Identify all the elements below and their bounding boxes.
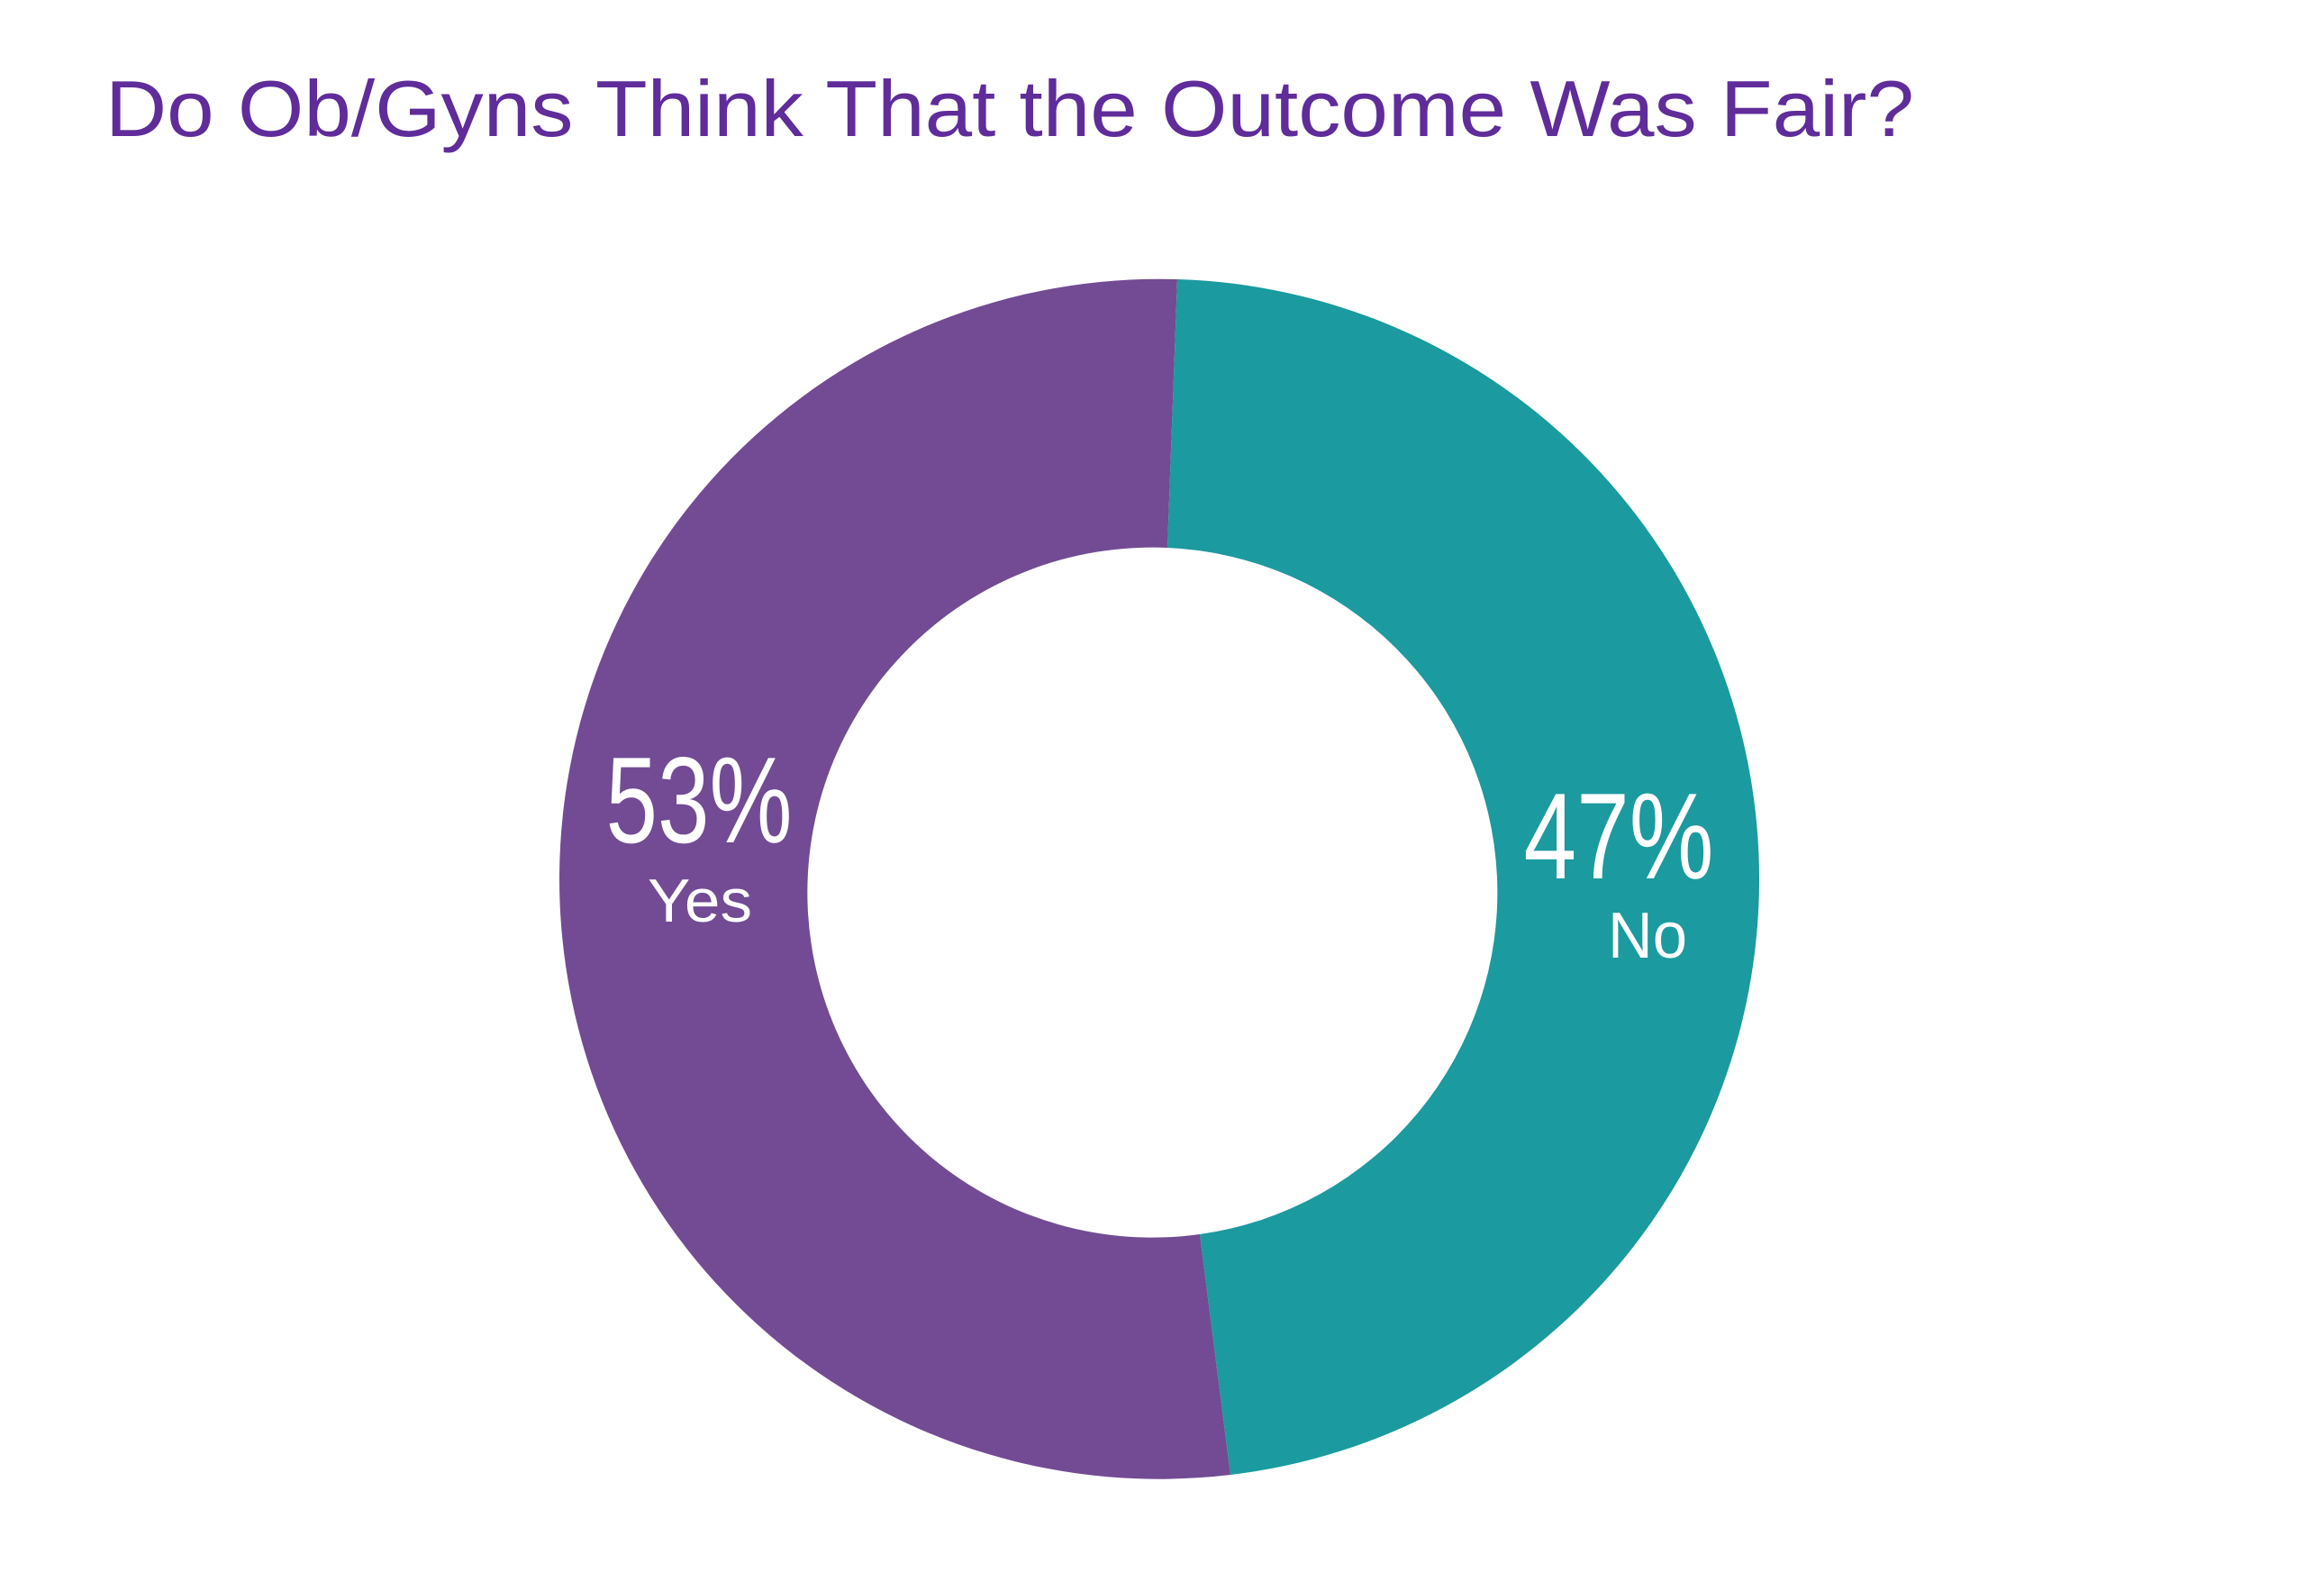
segment-value-yes: 53% bbox=[606, 732, 793, 868]
chart-title: Do Ob/Gyns Think That the Outcome Was Fa… bbox=[105, 64, 1914, 153]
segment-value-no: 47% bbox=[1524, 768, 1714, 905]
segment-label-yes: Yes bbox=[648, 867, 752, 935]
donut-segment-yes bbox=[559, 278, 1230, 1479]
segment-label-no: No bbox=[1608, 900, 1687, 972]
donut-hole bbox=[809, 548, 1495, 1234]
donut-segment-no bbox=[1167, 279, 1760, 1475]
